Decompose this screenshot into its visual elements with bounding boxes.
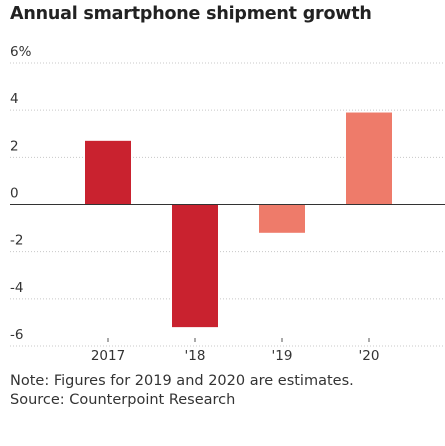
bar-'18: [172, 204, 218, 328]
y-tick-label: 2: [10, 138, 19, 154]
x-tick-label: '18: [185, 348, 206, 364]
note-text: Note: Figures for 2019 and 2020 are esti…: [10, 373, 354, 389]
y-tick-label: -4: [10, 280, 23, 296]
footnote: Note: Figures for 2019 and 2020 are esti…: [10, 372, 354, 410]
y-tick-label: -6: [10, 327, 23, 343]
source-text: Source: Counterpoint Research: [10, 392, 236, 408]
y-tick-label: 6%: [10, 44, 32, 60]
y-tick-label: -2: [10, 233, 23, 249]
bar-chart: 6% 4 2 0 -2 -4 -6 2017 '18 '19 '20: [10, 44, 445, 364]
chart-title: Annual smartphone shipment growth: [10, 4, 372, 24]
bar-'20: [346, 112, 392, 205]
y-tick-label: 4: [10, 91, 19, 107]
x-tick-label: '19: [272, 348, 293, 364]
y-tick-label: 0: [10, 186, 19, 202]
x-tick-label: 2017: [91, 348, 125, 364]
x-tick-label: '20: [359, 348, 380, 364]
bar-2017: [85, 140, 131, 205]
bar-'19: [259, 204, 305, 233]
